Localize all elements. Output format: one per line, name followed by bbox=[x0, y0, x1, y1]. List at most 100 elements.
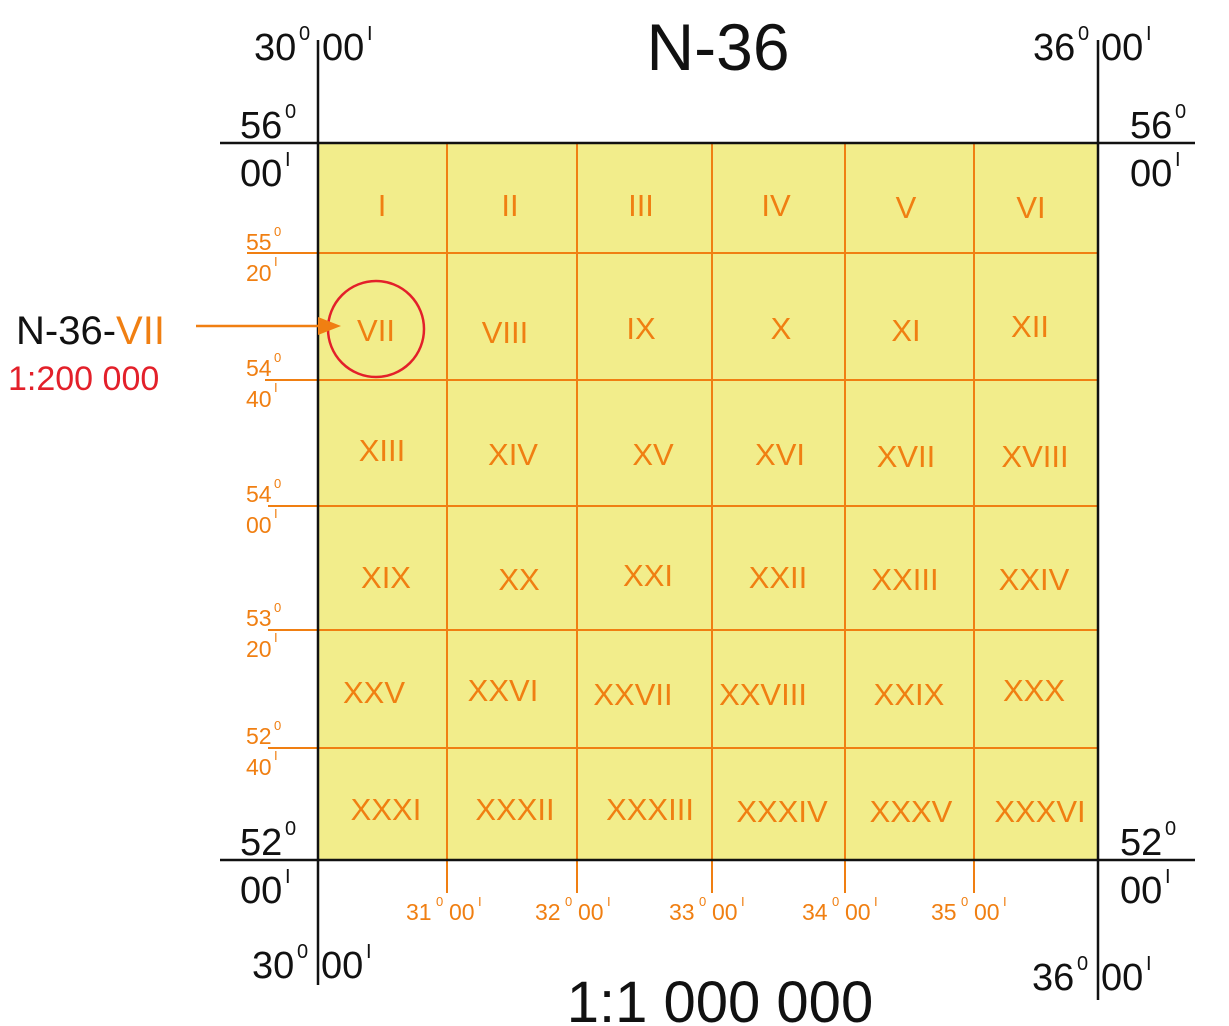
parallel-lines bbox=[247, 252, 1098, 749]
cell-label: XXIV bbox=[999, 562, 1070, 597]
svg-text:I: I bbox=[274, 630, 278, 645]
lon-label-33: 33 0 00 I bbox=[669, 894, 745, 925]
cell-label: XX bbox=[498, 562, 540, 597]
svg-text:I: I bbox=[1146, 23, 1152, 45]
svg-text:00: 00 bbox=[1101, 27, 1143, 69]
svg-text:I: I bbox=[1003, 894, 1007, 909]
svg-text:53: 53 bbox=[246, 605, 272, 631]
lon-labels: 31 0 00 I 32 0 00 I 33 0 00 I 34 0 00 I … bbox=[406, 894, 1007, 925]
svg-text:I: I bbox=[741, 894, 745, 909]
cell-label: XXX bbox=[1003, 673, 1065, 708]
svg-text:I: I bbox=[285, 866, 291, 888]
corner-lat-top-left: 56 0 00 I bbox=[240, 101, 296, 195]
svg-text:40: 40 bbox=[246, 754, 272, 780]
lat-label-55-20: 55 0 20 I bbox=[246, 224, 281, 286]
cell-label: XIX bbox=[361, 560, 411, 595]
cell-label: II bbox=[501, 188, 518, 223]
lon-label-34: 34 0 00 I bbox=[802, 894, 878, 925]
svg-text:52: 52 bbox=[1120, 822, 1162, 864]
svg-text:54: 54 bbox=[246, 481, 272, 507]
cell-label: XXXIV bbox=[736, 794, 828, 829]
cell-label: V bbox=[896, 190, 917, 225]
cell-label: XXXIII bbox=[606, 792, 694, 827]
svg-text:52: 52 bbox=[240, 822, 282, 864]
lat-label-54-40: 54 0 40 I bbox=[246, 350, 281, 412]
cell-label: XXXII bbox=[475, 792, 554, 827]
svg-text:0: 0 bbox=[1078, 23, 1089, 45]
meridian-lines bbox=[446, 143, 975, 893]
svg-text:00: 00 bbox=[712, 899, 738, 925]
svg-text:00: 00 bbox=[1130, 153, 1172, 195]
svg-text:54: 54 bbox=[246, 355, 272, 381]
corner-lon-bottom-right: 36 0 00 I bbox=[1032, 953, 1152, 999]
cell-label: XXXV bbox=[870, 794, 953, 829]
svg-text:I: I bbox=[1175, 149, 1181, 171]
cell-label: XXIII bbox=[871, 562, 938, 597]
cell-label-vii: VII bbox=[357, 313, 395, 348]
svg-text:33: 33 bbox=[669, 899, 695, 925]
svg-text:00: 00 bbox=[321, 945, 363, 987]
corner-lon-top-left: 30 0 00 I bbox=[254, 23, 373, 69]
svg-text:I: I bbox=[274, 506, 278, 521]
svg-text:36: 36 bbox=[1032, 957, 1074, 999]
svg-text:36: 36 bbox=[1033, 27, 1075, 69]
svg-text:0: 0 bbox=[274, 718, 281, 733]
cell-label: XXI bbox=[623, 558, 673, 593]
svg-text:0: 0 bbox=[1077, 953, 1088, 975]
corner-lon-top-right: 36 0 00 I bbox=[1033, 23, 1152, 69]
svg-text:0: 0 bbox=[436, 894, 443, 909]
callout-scale: 1:200 000 bbox=[8, 360, 159, 398]
lat-label-53-20: 53 0 20 I bbox=[246, 600, 281, 662]
cell-label: XVIII bbox=[1001, 439, 1068, 474]
svg-text:0: 0 bbox=[297, 941, 308, 963]
svg-text:0: 0 bbox=[1165, 818, 1176, 840]
svg-text:0: 0 bbox=[285, 818, 296, 840]
lat-label-54-00: 54 0 00 I bbox=[246, 476, 281, 538]
svg-text:20: 20 bbox=[246, 636, 272, 662]
svg-text:34: 34 bbox=[802, 899, 828, 925]
svg-text:0: 0 bbox=[699, 894, 706, 909]
cell-label: X bbox=[771, 311, 792, 346]
svg-text:00: 00 bbox=[246, 512, 272, 538]
svg-text:20: 20 bbox=[246, 260, 272, 286]
svg-text:I: I bbox=[874, 894, 878, 909]
cell-label: IX bbox=[626, 311, 656, 346]
cell-label: XXVII bbox=[593, 677, 672, 712]
cell-label: XVI bbox=[755, 437, 805, 472]
svg-text:0: 0 bbox=[299, 23, 310, 45]
cell-label: IV bbox=[761, 188, 791, 223]
svg-text:I: I bbox=[274, 380, 278, 395]
cell-label: I bbox=[378, 188, 387, 223]
svg-text:00: 00 bbox=[578, 899, 604, 925]
svg-text:31: 31 bbox=[406, 899, 432, 925]
svg-text:00: 00 bbox=[322, 27, 364, 69]
cell-label: XXXI bbox=[351, 792, 422, 827]
cell-label: XII bbox=[1011, 309, 1049, 344]
svg-text:00: 00 bbox=[845, 899, 871, 925]
svg-text:I: I bbox=[285, 149, 291, 171]
cell-label: VI bbox=[1016, 190, 1045, 225]
svg-text:00: 00 bbox=[240, 870, 282, 912]
cell-label: XXV bbox=[343, 675, 405, 710]
cell-label: XI bbox=[891, 313, 920, 348]
svg-text:I: I bbox=[607, 894, 611, 909]
cell-label: XXII bbox=[749, 560, 808, 595]
cell-label: III bbox=[628, 188, 654, 223]
svg-text:I: I bbox=[274, 748, 278, 763]
cell-label: XXIX bbox=[874, 677, 945, 712]
svg-text:I: I bbox=[367, 23, 373, 45]
svg-text:0: 0 bbox=[274, 476, 281, 491]
sheet-cells: I II III IV V VI VII VIII IX X XI XII XI… bbox=[343, 188, 1086, 829]
svg-text:00: 00 bbox=[449, 899, 475, 925]
svg-text:0: 0 bbox=[565, 894, 572, 909]
svg-text:00: 00 bbox=[1101, 957, 1143, 999]
corner-lat-bottom-left: 52 0 00 I bbox=[240, 818, 296, 912]
svg-text:I: I bbox=[366, 941, 372, 963]
cell-label: XVII bbox=[877, 439, 936, 474]
cell-label: XXVIII bbox=[719, 677, 807, 712]
svg-text:0: 0 bbox=[285, 101, 296, 123]
cell-label: VIII bbox=[482, 315, 529, 350]
svg-text:0: 0 bbox=[274, 600, 281, 615]
